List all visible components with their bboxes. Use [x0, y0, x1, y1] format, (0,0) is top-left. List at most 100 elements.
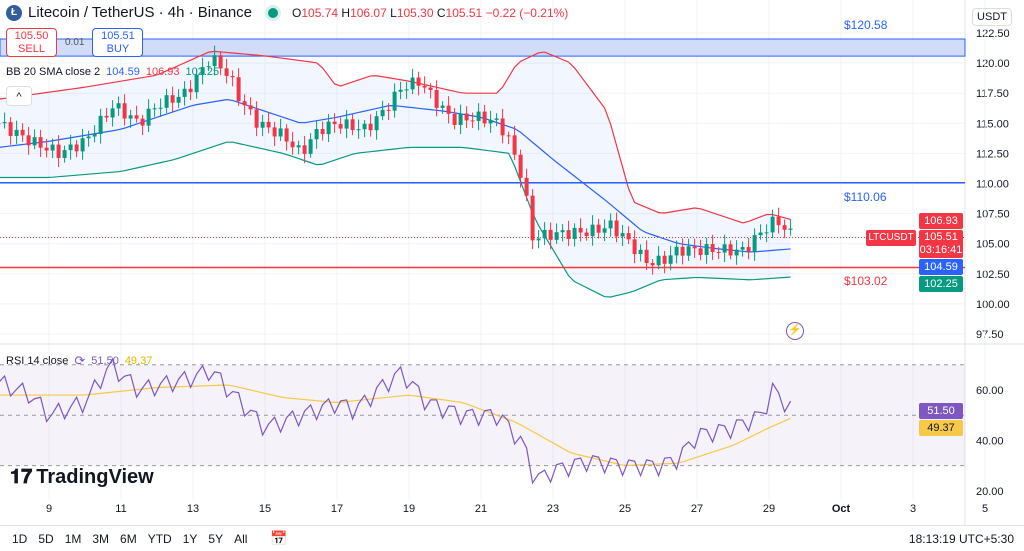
candle: [404, 82, 409, 99]
spread: 0.01: [65, 37, 85, 48]
candle-body: [572, 227, 577, 239]
candle: [338, 117, 343, 134]
candle-body: [230, 75, 235, 78]
candle-body: [590, 224, 595, 237]
candle: [680, 238, 685, 265]
bottom-toolbar: 1D 5D 1M 3M 6M YTD 1Y 5Y All 📅 18:13:19 …: [0, 525, 1024, 551]
rsi-ma-line: [0, 384, 791, 467]
candle-body: [0, 123, 1, 125]
candle-body: [206, 66, 211, 68]
candle: [2, 112, 7, 129]
candle-body: [122, 103, 127, 119]
candle-body: [158, 107, 163, 109]
range-3m[interactable]: 3M: [92, 531, 110, 546]
candle: [44, 138, 49, 158]
candle-body: [74, 144, 79, 152]
candle: [632, 230, 637, 264]
candle: [506, 131, 511, 145]
candle: [764, 224, 769, 243]
candle: [530, 189, 535, 250]
tradingview-logo: 𝟏𝟕 TradingView: [10, 466, 154, 489]
range-5d[interactable]: 5D: [38, 531, 54, 546]
candle: [758, 224, 763, 240]
candle-body: [446, 105, 451, 114]
range-6m[interactable]: 6M: [120, 531, 137, 546]
candle: [20, 123, 25, 142]
price-chart[interactable]: 122.50 120.00 117.50 115.00 112.50 110.00 107.…: [0, 0, 1024, 525]
candle-body: [458, 113, 463, 125]
currency-select[interactable]: USDT: [972, 8, 1012, 26]
candle-body: [80, 138, 85, 152]
collapse-legend-button[interactable]: ^: [6, 86, 32, 106]
candle: [782, 219, 787, 239]
range-all[interactable]: All: [234, 531, 248, 546]
candle-body: [62, 150, 67, 158]
range-1m[interactable]: 1M: [64, 531, 82, 546]
candle: [590, 215, 595, 246]
candle: [350, 114, 355, 136]
candle: [518, 149, 523, 188]
candle: [740, 241, 745, 257]
rsi-legend[interactable]: RSI 14 close ⟳ 51.50 49.37: [6, 353, 152, 369]
symbol-title[interactable]: Litecoin / TetherUS · 4h · Binance: [28, 4, 253, 21]
range-ytd[interactable]: YTD: [147, 531, 172, 546]
bb-upper: 106.93: [145, 66, 180, 78]
candle-body: [452, 113, 457, 125]
candle-body: [494, 118, 499, 120]
buy-button[interactable]: 105.51 BUY: [92, 28, 144, 57]
candle-body: [386, 109, 391, 111]
candle-body: [212, 55, 217, 67]
clock[interactable]: 18:13:19 UTC+5:30: [908, 531, 1014, 546]
candle: [386, 103, 391, 120]
bb-basis: 104.59: [106, 66, 140, 78]
candle-body: [134, 115, 139, 119]
candle: [254, 101, 259, 137]
bb-upper-tag: 106.93: [919, 213, 963, 229]
candle-body: [518, 154, 523, 178]
candle: [284, 124, 289, 151]
candle-body: [752, 235, 757, 252]
candle-body: [20, 129, 25, 136]
rsi-value: 51.50: [91, 355, 119, 367]
candle: [272, 121, 277, 147]
sell-button[interactable]: 105.50 SELL: [6, 28, 57, 57]
candle-body: [332, 121, 337, 125]
rsi-tag: 51.50: [919, 403, 963, 419]
lightning-icon[interactable]: ⚡: [786, 322, 804, 340]
x-tick-label: 21: [475, 503, 487, 515]
candle: [470, 112, 475, 128]
candle-body: [788, 228, 793, 230]
candle: [704, 237, 709, 264]
range-1y[interactable]: 1Y: [182, 531, 198, 546]
calendar-icon[interactable]: 📅: [270, 530, 288, 546]
candle-body: [248, 105, 253, 110]
candle-body: [404, 89, 409, 91]
candle: [776, 207, 781, 234]
candle: [578, 218, 583, 242]
candle: [32, 129, 37, 150]
candle-body: [578, 227, 583, 233]
litecoin-logo-icon: Ł: [6, 4, 22, 21]
candle-body: [662, 255, 667, 264]
range-1d[interactable]: 1D: [12, 531, 28, 546]
candle: [416, 71, 421, 96]
candle-body: [626, 233, 631, 240]
candle: [176, 89, 181, 108]
candle: [14, 120, 19, 144]
candle: [398, 81, 403, 100]
candle-body: [638, 249, 643, 255]
candle: [308, 133, 313, 158]
candle: [200, 57, 205, 85]
x-tick-label: 3: [910, 503, 916, 515]
candle-body: [290, 141, 295, 148]
candle-body: [272, 127, 277, 137]
bb-legend[interactable]: BB 20 SMA close 2 104.59 106.93 102.25: [6, 66, 219, 78]
candle-body: [602, 228, 607, 233]
x-tick-label: 29: [763, 503, 775, 515]
candle-body: [38, 137, 43, 148]
range-5y[interactable]: 5Y: [208, 531, 224, 546]
candle: [692, 238, 697, 258]
candle: [80, 128, 85, 160]
candle: [674, 240, 679, 264]
candle: [260, 114, 265, 137]
